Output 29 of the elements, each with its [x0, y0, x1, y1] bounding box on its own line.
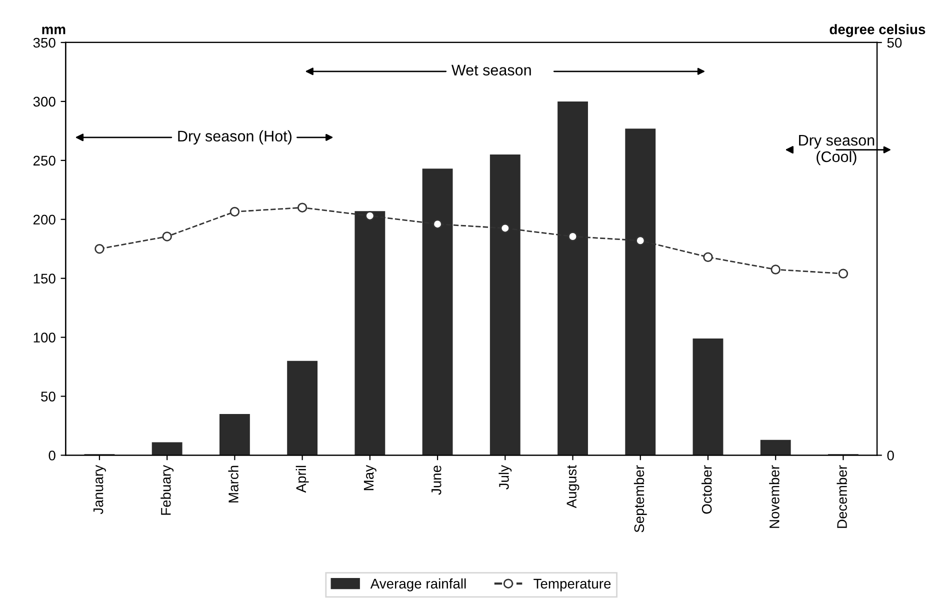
legend-label: Average rainfall	[370, 578, 466, 592]
x-tick-label: May	[364, 464, 376, 490]
x-tick-label: December	[836, 465, 847, 528]
x-tick-label: April	[296, 466, 309, 493]
x-tick-label: July	[498, 465, 512, 490]
y-tick-label: 0	[48, 450, 56, 460]
legend-label: Temperature	[534, 578, 611, 592]
annotation: Wet season	[451, 64, 531, 76]
x-tick-label: January	[94, 464, 106, 514]
x-tick-label: Febuary	[160, 464, 174, 515]
y-tick-label: 300	[33, 96, 56, 107]
annotation: Dry season (Hot)	[178, 130, 292, 145]
y-axis-title: mm	[42, 26, 66, 34]
x-tick-label: October	[702, 465, 712, 514]
y-tick-label: 250	[33, 156, 56, 166]
y2-tick-label: 50	[887, 38, 902, 48]
annotation: Dry season (Cool)	[799, 135, 874, 166]
y2-tick-label: 0	[887, 450, 894, 460]
y2-axis-title: degree celsius	[830, 24, 926, 38]
x-tick-label: June	[432, 466, 442, 495]
x-tick-label: August	[566, 465, 580, 508]
y-tick-label: 200	[33, 214, 56, 225]
x-tick-label: November	[769, 465, 780, 528]
x-tick-label: March	[228, 466, 238, 502]
y-tick-label: 350	[33, 38, 56, 48]
y-tick-label: 150	[34, 274, 56, 284]
y-tick-label: 100	[34, 332, 56, 342]
y-tick-label: 50	[41, 392, 56, 402]
x-tick-label: September	[634, 465, 647, 532]
